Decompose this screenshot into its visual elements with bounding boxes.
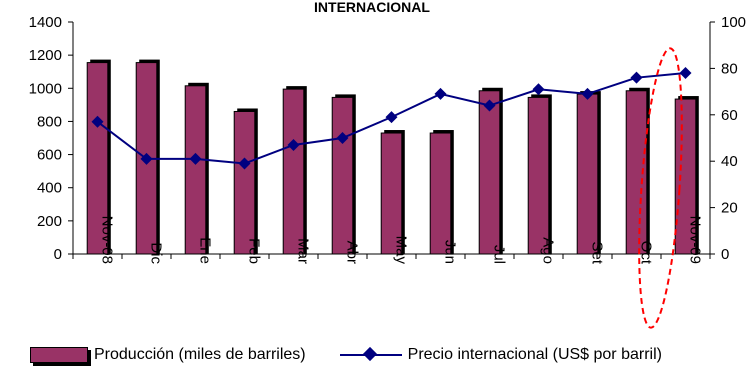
bar bbox=[527, 96, 550, 255]
legend-label-line: Precio internacional (US$ por barril) bbox=[407, 346, 662, 363]
price-point bbox=[581, 87, 594, 100]
y-right-tick-label: 40 bbox=[721, 153, 738, 170]
bar bbox=[429, 132, 452, 255]
y-right-tick-label: 100 bbox=[721, 14, 746, 31]
y-left-tick-label: 1200 bbox=[29, 47, 62, 64]
price-point bbox=[140, 152, 153, 165]
price-point bbox=[483, 99, 496, 112]
category-label: Dic bbox=[148, 242, 165, 264]
legend-item-line: Precio internacional (US$ por barril) bbox=[306, 346, 662, 364]
y-right-tick-label: 60 bbox=[721, 107, 738, 124]
category-label: Feb bbox=[246, 238, 263, 264]
y-right-tick-label: 80 bbox=[721, 60, 738, 77]
category-label: Set bbox=[589, 241, 606, 264]
category-label: Nov-08 bbox=[99, 216, 116, 264]
bar bbox=[86, 62, 109, 255]
y-left-tick-label: 1400 bbox=[29, 14, 62, 31]
bar-series bbox=[86, 59, 699, 255]
bar bbox=[233, 110, 256, 255]
bar bbox=[576, 93, 599, 255]
bar bbox=[625, 90, 648, 255]
y-right-tick-label: 0 bbox=[721, 246, 729, 263]
category-label: May bbox=[393, 236, 410, 265]
category-label: Abr bbox=[344, 241, 361, 264]
price-point bbox=[238, 157, 251, 170]
price-point bbox=[189, 152, 202, 165]
bar bbox=[478, 90, 501, 255]
category-labels: Nov-08 Dic Ene Feb Mar Abr May Jun Jul Ago Set Oct N… bbox=[99, 216, 704, 265]
legend-line-swatch bbox=[339, 346, 402, 362]
category-label: Mar bbox=[295, 238, 312, 264]
axes: 0 200 400 600 800 1000 1200 1400 0 20 40 60 80 100 bbox=[29, 14, 746, 263]
legend: Producción (miles de barriles) Precio in… bbox=[30, 344, 662, 366]
legend-item-bars: Producción (miles de barriles) bbox=[30, 346, 306, 364]
price-point bbox=[91, 115, 104, 128]
y-left-tick-label: 600 bbox=[37, 147, 62, 164]
bar bbox=[380, 132, 403, 255]
bar bbox=[331, 96, 354, 255]
category-label: Jun bbox=[442, 240, 459, 264]
category-label: Nov-09 bbox=[687, 216, 704, 264]
highlight-ellipse bbox=[638, 47, 683, 329]
y-left-tick-label: 200 bbox=[37, 213, 62, 230]
price-point bbox=[287, 138, 300, 151]
category-label: Ene bbox=[197, 237, 214, 264]
price-point bbox=[434, 87, 447, 100]
y-right-tick-label: 20 bbox=[721, 200, 738, 217]
legend-bar-swatch bbox=[30, 347, 88, 363]
price-point bbox=[630, 71, 643, 84]
price-point bbox=[336, 132, 349, 144]
y-left-tick-label: 400 bbox=[37, 180, 62, 197]
price-point bbox=[679, 67, 692, 80]
y-left-tick-label: 800 bbox=[37, 113, 62, 130]
bar bbox=[282, 88, 305, 255]
category-label: Oct bbox=[638, 241, 655, 265]
bar bbox=[674, 98, 697, 255]
bar bbox=[184, 85, 207, 255]
price-point bbox=[385, 111, 398, 124]
y-left-tick-label: 1000 bbox=[29, 80, 62, 97]
highlight-ellipse-shape bbox=[638, 47, 683, 329]
chart-title: INTERNACIONAL bbox=[314, 0, 430, 15]
line-series bbox=[91, 67, 692, 170]
y-left-tick-label: 0 bbox=[54, 246, 62, 263]
legend-label-bars: Producción (miles de barriles) bbox=[94, 346, 306, 363]
category-label: Jul bbox=[491, 245, 508, 264]
category-label: Ago bbox=[540, 237, 557, 264]
price-point bbox=[532, 83, 545, 96]
